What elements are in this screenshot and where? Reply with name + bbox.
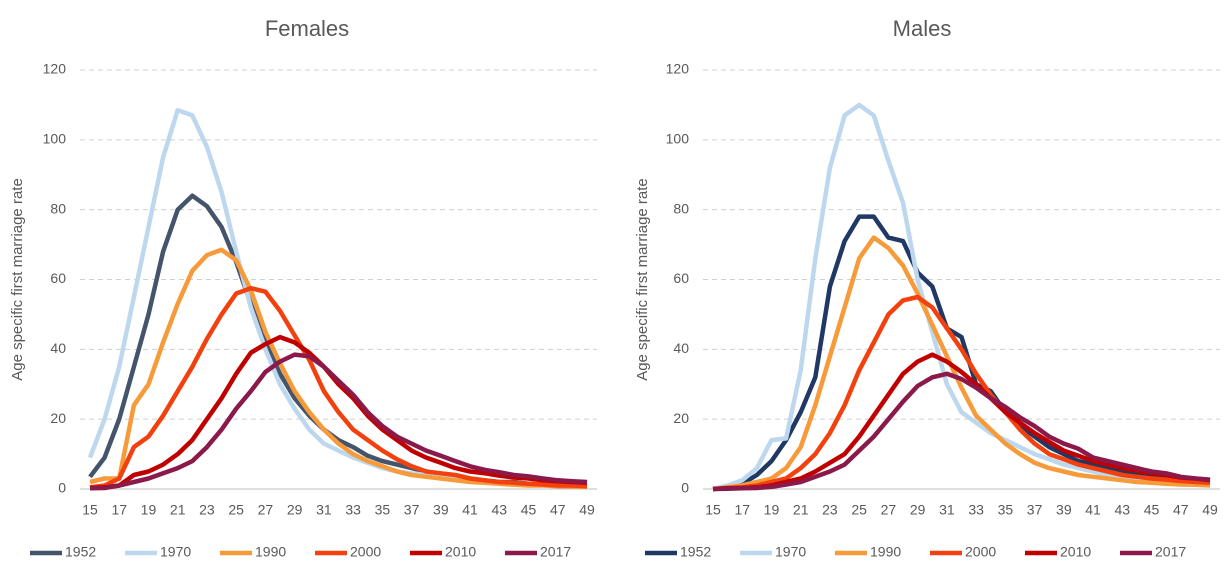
x-tick-label: 41: [1085, 502, 1101, 518]
y-tick-label: 120: [43, 61, 67, 77]
x-tick-label: 31: [316, 502, 332, 518]
x-tick-label: 35: [998, 502, 1014, 518]
y-tick-label: 0: [681, 480, 689, 496]
series-line: [89, 285, 588, 490]
legend-label: 2010: [445, 544, 476, 560]
legend-label: 2017: [1155, 544, 1186, 560]
x-tick-label: 23: [199, 502, 215, 518]
x-tick-label: 41: [462, 502, 478, 518]
x-tick-label: 33: [968, 502, 984, 518]
legend-label: 2000: [965, 544, 996, 560]
y-tick-label: 80: [50, 200, 66, 216]
y-tick-label: 100: [43, 131, 67, 147]
series-line: [712, 352, 1211, 492]
legend-label: 1952: [680, 544, 711, 560]
legend-label: 2017: [540, 544, 571, 560]
x-tick-label: 19: [764, 502, 780, 518]
y-tick-label: 40: [673, 340, 689, 356]
x-tick-label: 37: [404, 502, 420, 518]
y-tick-label: 60: [50, 270, 66, 286]
series-line: [89, 334, 588, 491]
x-tick-label: 21: [170, 502, 186, 518]
x-tick-label: 45: [521, 502, 537, 518]
legend-label: 1970: [160, 544, 191, 560]
y-tick-label: 40: [50, 340, 66, 356]
x-tick-label: 43: [492, 502, 508, 518]
x-tick-label: 23: [822, 502, 838, 518]
x-tick-label: 39: [1056, 502, 1072, 518]
y-tick-label: 0: [58, 480, 66, 496]
legend-label: 2010: [1060, 544, 1091, 560]
series-line: [87, 107, 587, 488]
x-tick-label: 21: [793, 502, 809, 518]
y-axis-label: Age specific first marriage rate: [634, 178, 651, 381]
legend-label: 1990: [870, 544, 901, 560]
y-tick-label: 120: [666, 61, 690, 77]
x-tick-label: 31: [939, 502, 955, 518]
series-line: [712, 235, 1211, 492]
y-tick-label: 20: [673, 410, 689, 426]
y-tick-label: 60: [673, 270, 689, 286]
series-line: [712, 371, 1211, 492]
y-tick-label: 100: [666, 131, 690, 147]
legend-label: 1952: [65, 544, 96, 560]
x-tick-label: 49: [1202, 502, 1218, 518]
legend-label: 1970: [775, 544, 806, 560]
x-tick-label: 27: [258, 502, 274, 518]
legend-label: 2000: [350, 544, 381, 560]
x-tick-label: 15: [705, 502, 721, 518]
legend-label: 1990: [255, 544, 286, 560]
x-tick-label: 35: [375, 502, 391, 518]
x-tick-label: 37: [1027, 502, 1043, 518]
x-tick-label: 47: [1173, 502, 1189, 518]
series-line: [712, 214, 1211, 492]
x-tick-label: 17: [734, 502, 750, 518]
x-tick-label: 45: [1144, 502, 1160, 518]
y-tick-label: 80: [673, 200, 689, 216]
x-tick-label: 19: [141, 502, 157, 518]
x-tick-label: 43: [1115, 502, 1131, 518]
x-tick-label: 49: [579, 502, 595, 518]
x-tick-label: 29: [910, 502, 926, 518]
x-tick-label: 27: [881, 502, 897, 518]
x-tick-label: 17: [111, 502, 127, 518]
y-axis-label: Age specific first marriage rate: [9, 178, 26, 381]
x-tick-label: 29: [287, 502, 303, 518]
series-line: [712, 294, 1211, 492]
x-tick-label: 47: [550, 502, 566, 518]
chart-title: Males: [893, 16, 952, 41]
x-tick-label: 25: [851, 502, 867, 518]
x-tick-label: 15: [82, 502, 98, 518]
x-tick-label: 25: [228, 502, 244, 518]
x-tick-label: 33: [345, 502, 361, 518]
y-tick-label: 20: [50, 410, 66, 426]
series-line: [89, 352, 588, 491]
chart-title: Females: [265, 16, 349, 41]
series-line: [712, 102, 1211, 492]
x-tick-label: 39: [433, 502, 449, 518]
